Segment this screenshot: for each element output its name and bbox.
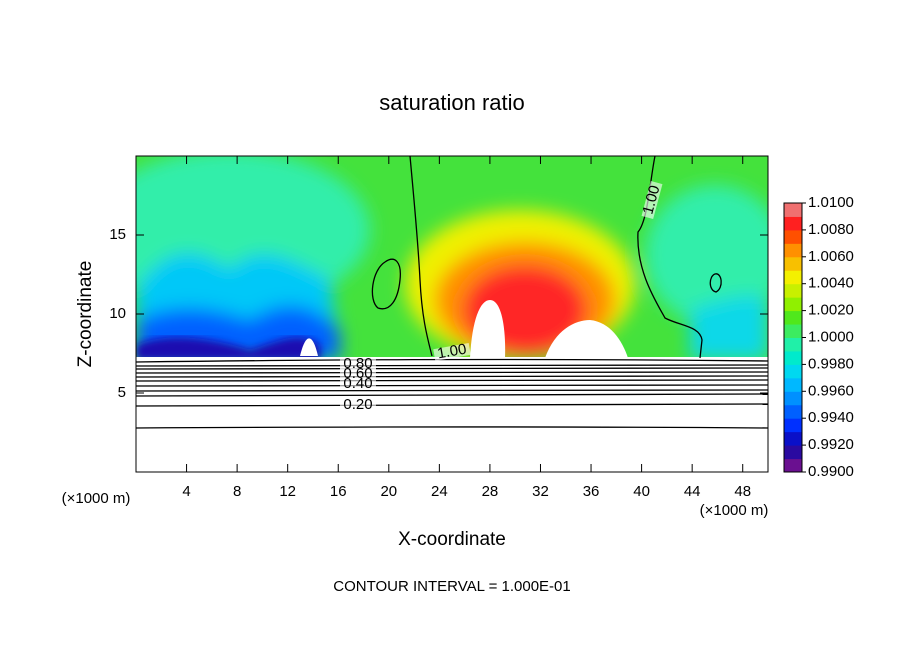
colorbar-band xyxy=(784,445,802,460)
contour-lines xyxy=(136,156,768,429)
contour-label: 0.20 xyxy=(343,396,372,413)
colorbar-band xyxy=(784,256,802,271)
contour-label: 0.80 xyxy=(343,355,372,372)
x-tick-label: 44 xyxy=(684,483,701,500)
x-tick-label: 24 xyxy=(431,483,448,500)
x-tick-label: 16 xyxy=(330,483,347,500)
colorbar-tick-label: 1.0080 xyxy=(808,221,854,238)
colorbar-band xyxy=(784,203,802,217)
colorbar-band xyxy=(784,270,802,285)
colorbar-band xyxy=(784,377,802,392)
colorbar-band xyxy=(784,243,802,258)
x-tick-label: 36 xyxy=(583,483,600,500)
colorbar-band xyxy=(784,310,802,325)
chart-title: saturation ratio xyxy=(379,90,525,115)
colorbar-tick-label: 0.9920 xyxy=(808,436,854,453)
contour-label-bg xyxy=(340,358,376,370)
colorbar-tick-label: 1.0000 xyxy=(808,328,854,345)
colorbar-band xyxy=(784,458,802,473)
y-axis-label: Z-coordinate xyxy=(75,261,96,368)
contour-label: 0.40 xyxy=(343,375,372,392)
colorbar-tick-label: 0.9960 xyxy=(808,382,854,399)
colorbar-tick-label: 1.0040 xyxy=(808,275,854,292)
colorbar-band xyxy=(784,364,802,379)
colorbar-tick-label: 1.0100 xyxy=(808,194,854,211)
colorbar-band xyxy=(784,297,802,312)
colorbar-band xyxy=(784,324,802,338)
x-tick-label: 48 xyxy=(734,483,751,500)
contour-label: 0.60 xyxy=(343,365,372,382)
contour-label-bg xyxy=(340,399,376,411)
contour-label-bg xyxy=(641,181,663,219)
colorbar-band xyxy=(784,350,802,365)
contour-label: 1.00 xyxy=(436,341,468,363)
colorbar-tick-label: 1.0060 xyxy=(808,248,854,265)
x-unit-label: (×1000 m) xyxy=(62,490,131,507)
y-tick-label: 5 xyxy=(118,384,126,401)
y-tick-label: 10 xyxy=(109,305,126,322)
colorbar-band xyxy=(784,216,802,231)
x-tick-label: 40 xyxy=(633,483,650,500)
colorbar-tick-label: 0.9940 xyxy=(808,409,854,426)
x-axis-label: X-coordinate xyxy=(398,529,506,550)
contour-note: CONTOUR INTERVAL = 1.000E-01 xyxy=(333,578,570,595)
x-tick-label: 4 xyxy=(182,483,190,500)
colorbar-band xyxy=(784,431,802,446)
colorbar-tick-label: 1.0020 xyxy=(808,302,854,319)
colorbar-band xyxy=(784,391,802,406)
x-unit-label: (×1000 m) xyxy=(700,502,769,519)
x-tick-label: 20 xyxy=(380,483,397,500)
colorbar-band xyxy=(784,229,802,244)
colorbar-band xyxy=(784,404,802,419)
field xyxy=(136,156,768,472)
x-tick-label: 32 xyxy=(532,483,549,500)
colorbar-tick-label: 0.9980 xyxy=(808,355,854,372)
contour-label-bg xyxy=(433,342,471,362)
contour-label-bg xyxy=(340,378,376,390)
contour-label: 1.00 xyxy=(639,184,663,217)
x-tick-label: 12 xyxy=(279,483,296,500)
colorbar-tick-label: 0.9900 xyxy=(808,463,854,480)
x-tick-label: 8 xyxy=(233,483,241,500)
colorbar-band xyxy=(784,418,802,433)
contour-label-bg xyxy=(340,368,376,380)
x-tick-label: 28 xyxy=(482,483,499,500)
colorbar-band xyxy=(784,337,802,352)
y-tick-label: 15 xyxy=(109,226,126,243)
colorbar-band xyxy=(784,283,802,298)
